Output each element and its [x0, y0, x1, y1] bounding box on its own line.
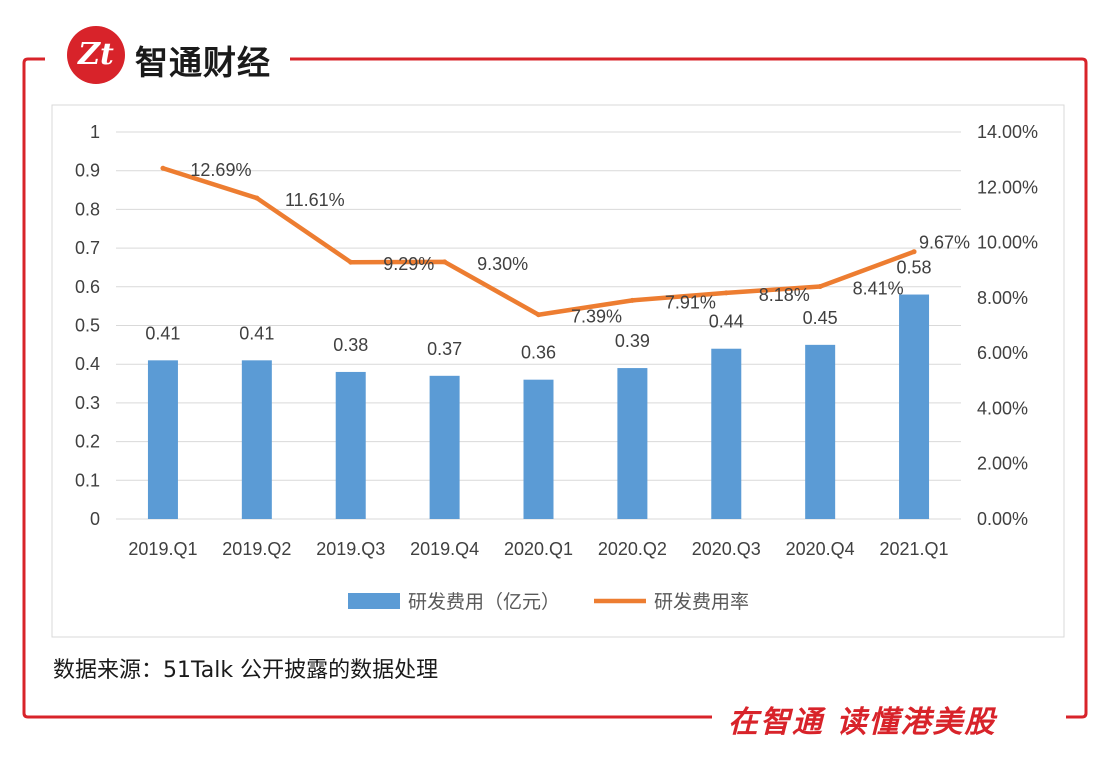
y-right-tick-label: 8.00% — [977, 288, 1028, 308]
x-tick-label: 2020.Q1 — [504, 539, 573, 559]
y-left-tick-label: 0.2 — [75, 432, 100, 452]
x-tick-label: 2020.Q2 — [598, 539, 667, 559]
x-tick-label: 2020.Q4 — [786, 539, 855, 559]
bar-data-label: 0.58 — [897, 258, 932, 278]
y-right-tick-label: 6.00% — [977, 343, 1028, 363]
y-right-tick-label: 10.00% — [977, 233, 1038, 253]
line-point — [254, 195, 260, 201]
y-right-tick-label: 0.00% — [977, 509, 1028, 529]
y-left-tick-label: 0.1 — [75, 470, 100, 490]
bar — [147, 360, 178, 519]
line-data-label: 11.61% — [285, 190, 345, 210]
y-left-tick-label: 0.6 — [75, 277, 100, 297]
bar — [523, 379, 554, 519]
y-left-tick-label: 0.8 — [75, 199, 100, 219]
brand-name: 智通财经 — [135, 43, 271, 82]
bar-data-label: 0.41 — [239, 323, 274, 343]
y-left-tick-label: 1 — [90, 122, 100, 142]
line-data-label: 7.91% — [665, 292, 716, 312]
line-point — [817, 284, 823, 290]
bar — [617, 368, 648, 519]
line-data-label: 12.69% — [190, 160, 251, 180]
line-point — [723, 290, 729, 296]
x-tick-label: 2019.Q1 — [128, 539, 197, 559]
x-tick-label: 2019.Q2 — [222, 539, 291, 559]
line-data-label: 8.18% — [759, 285, 810, 305]
brand-logo-text: Zt — [78, 37, 114, 72]
line-point — [348, 259, 354, 265]
x-tick-label: 2019.Q4 — [410, 539, 479, 559]
legend-line-label: 研发费用率 — [654, 591, 749, 613]
brand-logo: Zt — [67, 26, 125, 84]
bar — [899, 294, 930, 519]
y-right-tick-label: 4.00% — [977, 398, 1028, 418]
source-note: 数据来源：51Talk 公开披露的数据处理 — [53, 658, 439, 683]
bar-data-label: 0.44 — [709, 312, 744, 332]
line-data-label: 8.41% — [853, 279, 904, 299]
line-data-label: 9.67% — [919, 233, 970, 253]
y-left-tick-label: 0.5 — [75, 316, 100, 336]
x-tick-label: 2019.Q3 — [316, 539, 385, 559]
y-right-tick-label: 14.00% — [977, 122, 1038, 142]
y-left-tick-label: 0 — [90, 509, 100, 529]
y-right-tick-label: 12.00% — [977, 177, 1038, 197]
bar — [711, 348, 742, 519]
line-data-label: 7.39% — [571, 307, 622, 327]
line-point — [911, 249, 917, 255]
bar — [429, 375, 460, 519]
brand-slogan: 在智通 读懂港美股 — [728, 705, 997, 740]
bar — [241, 360, 272, 519]
bar — [335, 371, 366, 519]
line-point — [442, 259, 448, 265]
frame-left — [22, 57, 712, 719]
line-point — [536, 312, 541, 318]
bar-data-label: 0.41 — [145, 323, 180, 343]
x-tick-label: 2020.Q3 — [692, 539, 761, 559]
y-left-tick-label: 0.3 — [75, 393, 100, 413]
bar — [805, 344, 836, 519]
line-data-label: 9.30% — [477, 254, 528, 274]
legend-bar-swatch — [348, 593, 400, 609]
bar-data-label: 0.37 — [427, 339, 462, 359]
y-left-tick-label: 0.9 — [75, 161, 100, 181]
x-tick-label: 2021.Q1 — [880, 539, 949, 559]
bar-data-label: 0.39 — [615, 331, 650, 351]
y-left-tick-label: 0.7 — [75, 238, 100, 258]
y-right-tick-label: 2.00% — [977, 454, 1028, 474]
plot-area-border — [51, 104, 1065, 638]
bar-data-label: 0.45 — [803, 308, 838, 328]
legend-bar-label: 研发费用（亿元） — [408, 591, 560, 613]
line-point — [160, 165, 166, 171]
line-point — [629, 297, 635, 303]
y-left-tick-label: 0.4 — [75, 354, 100, 374]
bar-data-label: 0.38 — [333, 335, 368, 355]
frame-right — [290, 57, 1088, 719]
bar-data-label: 0.36 — [521, 343, 556, 363]
line-data-label: 9.29% — [383, 254, 434, 274]
